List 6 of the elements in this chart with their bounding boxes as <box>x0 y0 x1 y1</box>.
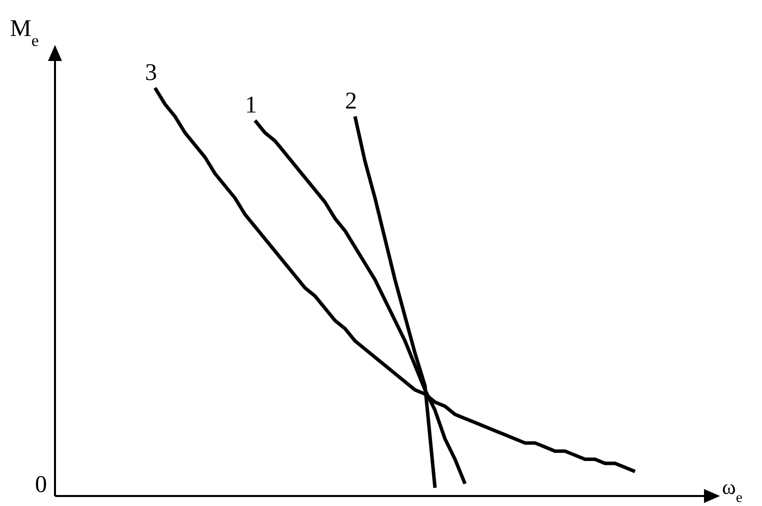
x-axis-title: ω$_{e}$ <box>722 475 743 506</box>
y-axis-title: M$_{e}$ <box>10 16 39 50</box>
text: 0 <box>35 472 47 498</box>
series-label: 1 <box>245 92 257 119</box>
series-label: 3 <box>145 60 157 86</box>
series-label: 2 <box>345 88 357 114</box>
